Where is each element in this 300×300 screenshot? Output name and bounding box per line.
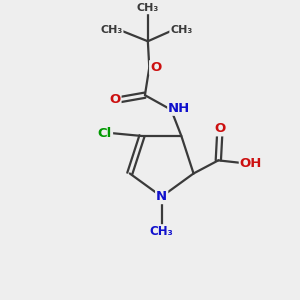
Text: CH₃: CH₃ — [137, 3, 159, 13]
Text: NH: NH — [168, 102, 190, 115]
Text: CH₃: CH₃ — [150, 225, 173, 238]
Text: N: N — [156, 190, 167, 203]
Text: OH: OH — [240, 157, 262, 170]
Text: O: O — [109, 93, 121, 106]
Text: CH₃: CH₃ — [170, 25, 193, 34]
Text: O: O — [214, 122, 225, 135]
Text: Cl: Cl — [98, 127, 112, 140]
Text: O: O — [150, 61, 161, 74]
Text: CH₃: CH₃ — [100, 25, 122, 34]
